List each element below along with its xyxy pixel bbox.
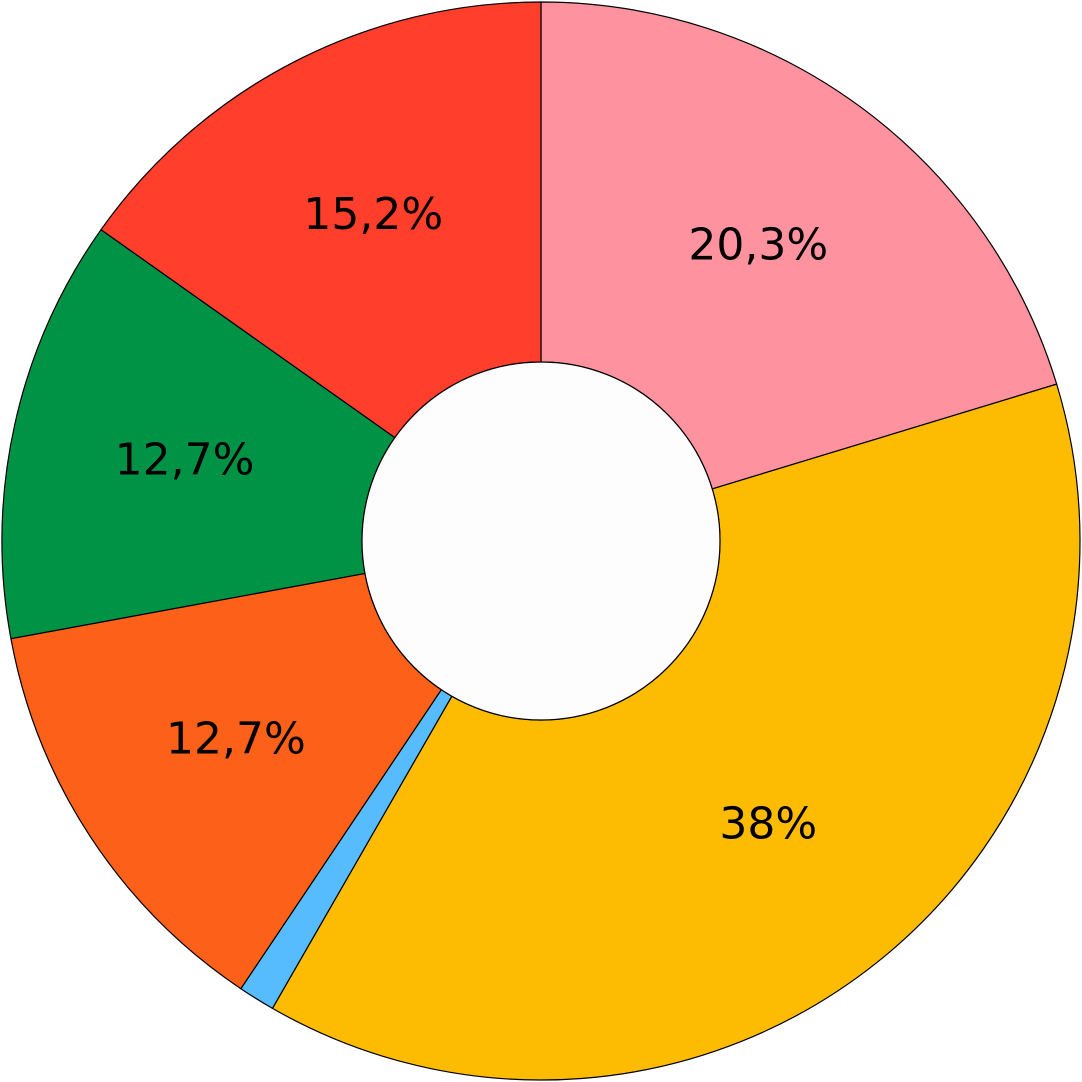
value-label: 20,3%: [688, 220, 828, 271]
value-label: 12,7%: [115, 434, 255, 485]
value-label: 38%: [719, 799, 817, 850]
donut-hole: [361, 361, 721, 721]
value-label: 12,7%: [166, 713, 306, 764]
value-label: 15,2%: [303, 189, 443, 240]
